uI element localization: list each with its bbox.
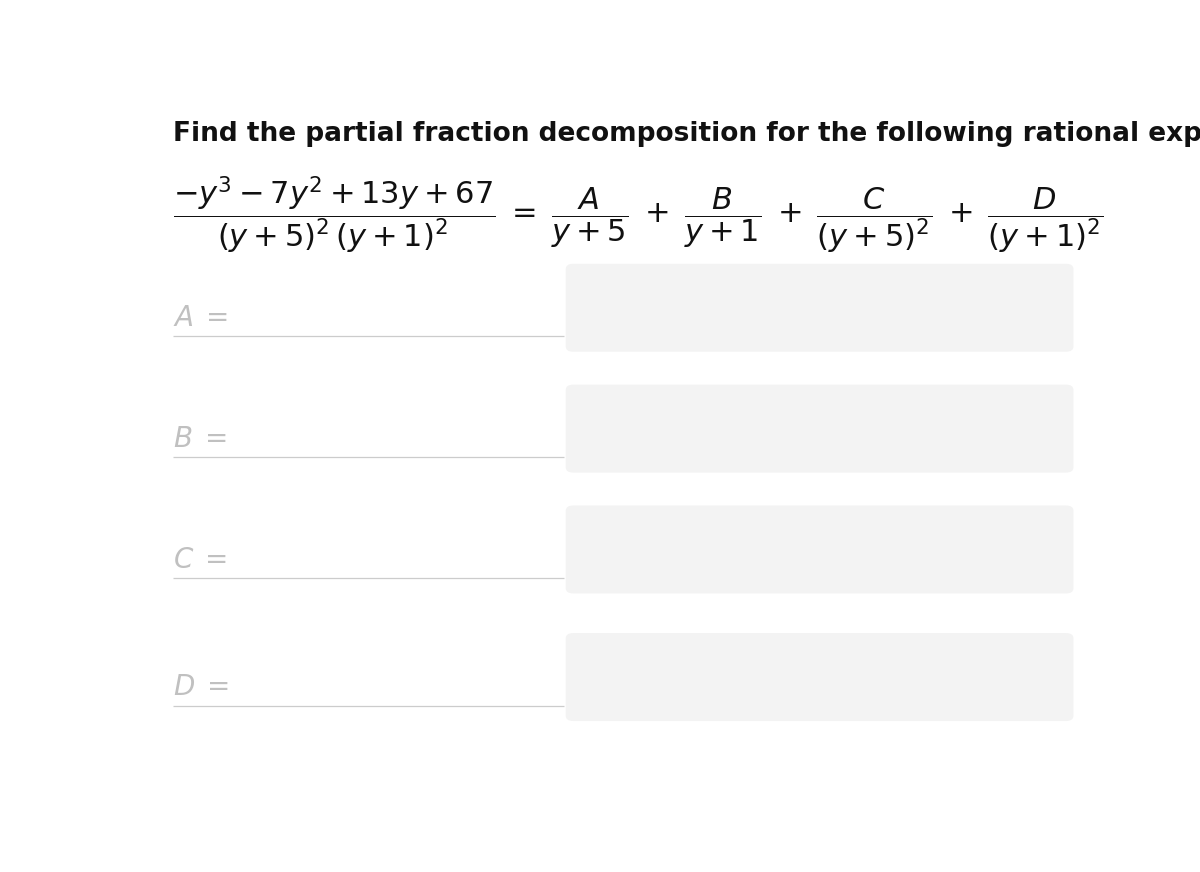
Text: $\mathit{B}$ $=$: $\mathit{B}$ $=$ (173, 428, 227, 453)
FancyBboxPatch shape (565, 633, 1074, 721)
FancyBboxPatch shape (565, 263, 1074, 351)
Text: Find the partial fraction decomposition for the following rational expression.: Find the partial fraction decomposition … (173, 121, 1200, 147)
Text: $\dfrac{-y^3 - 7y^2 + 13y + 67}{(y+5)^2\,(y+1)^2}\;=\;\dfrac{A}{y+5}\;+\;\dfrac{: $\dfrac{-y^3 - 7y^2 + 13y + 67}{(y+5)^2\… (173, 174, 1104, 256)
FancyBboxPatch shape (565, 385, 1074, 473)
Text: $\mathit{C}$ $=$: $\mathit{C}$ $=$ (173, 548, 227, 574)
FancyBboxPatch shape (565, 506, 1074, 594)
Text: $\mathit{D}$ $=$: $\mathit{D}$ $=$ (173, 676, 229, 701)
Text: $\mathit{A}$ $=$: $\mathit{A}$ $=$ (173, 307, 228, 332)
